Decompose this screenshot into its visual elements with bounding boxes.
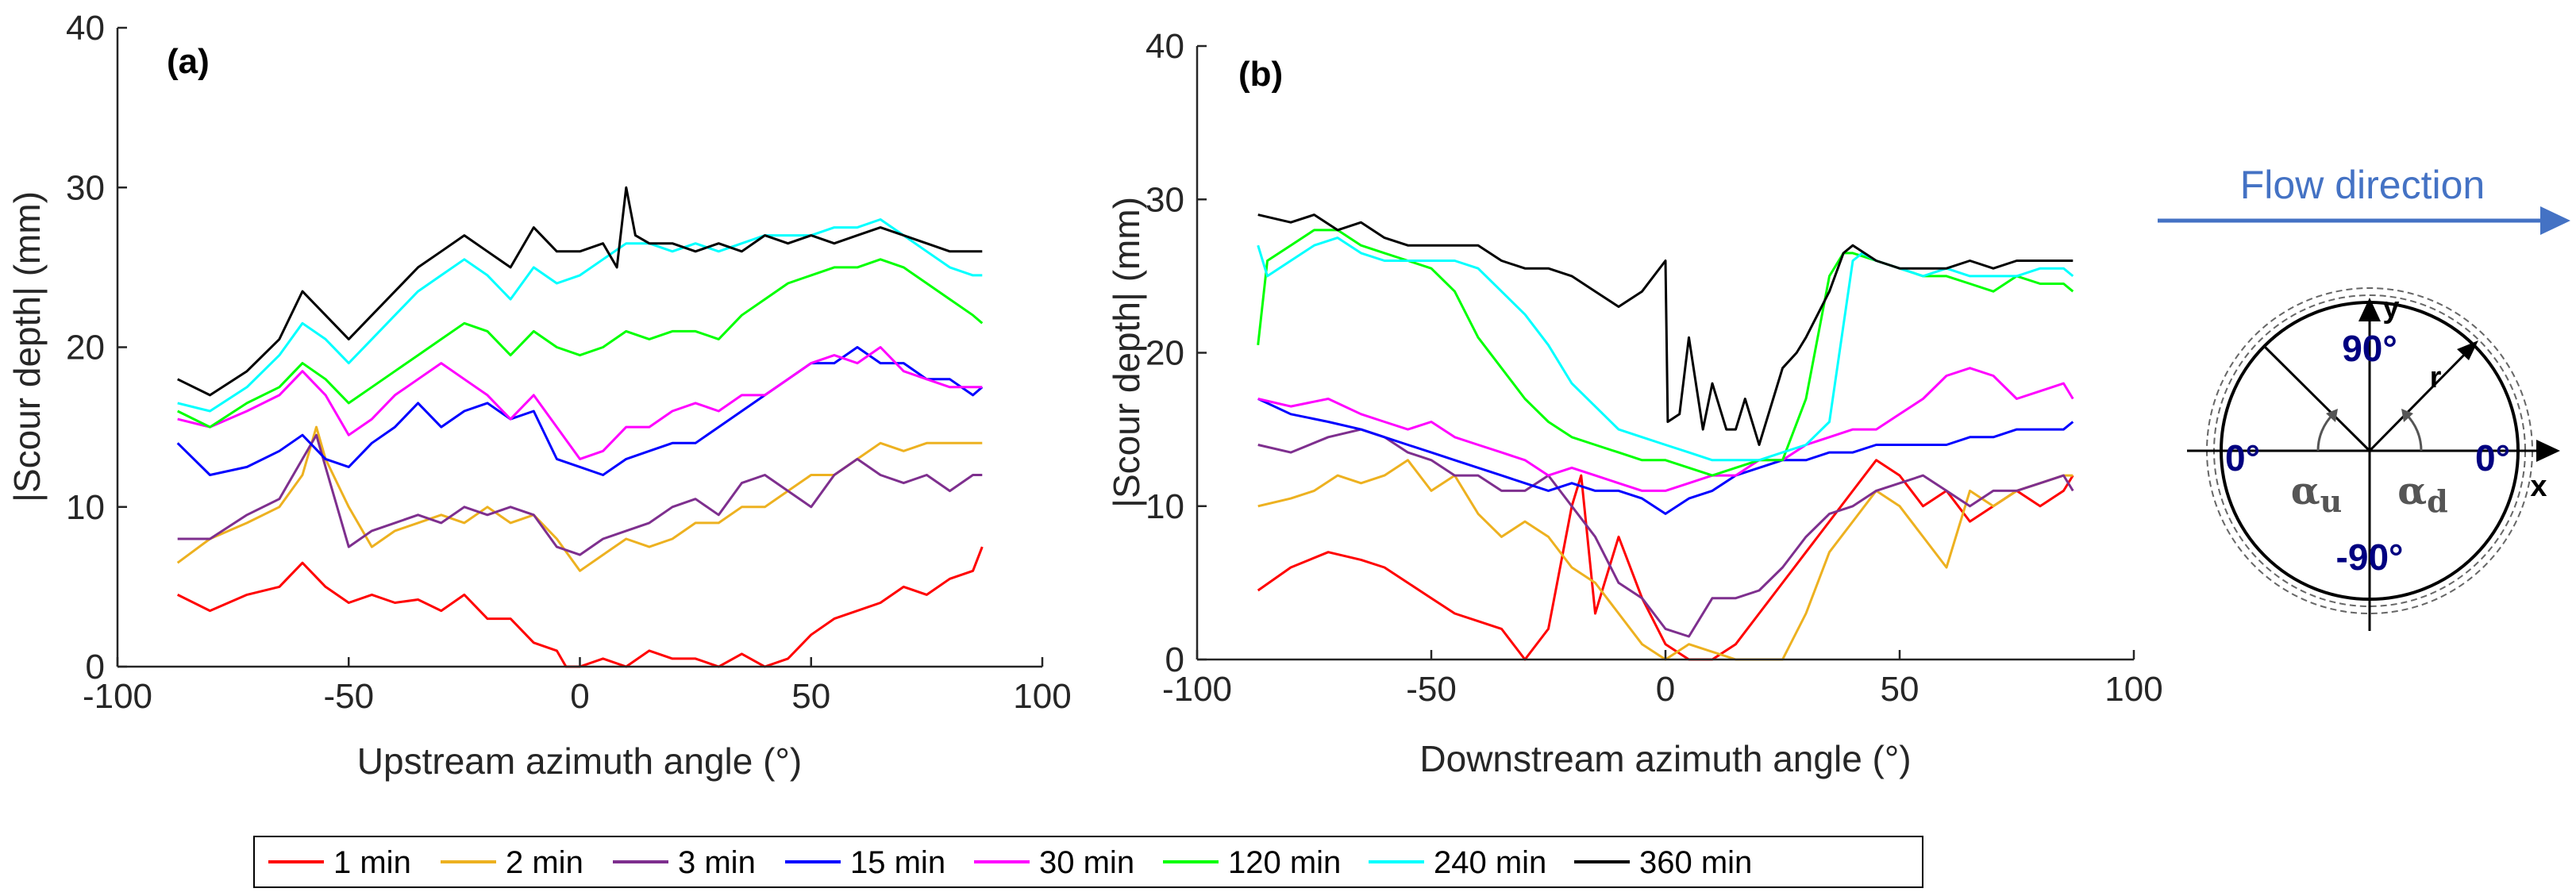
legend-box	[253, 836, 1923, 888]
series-line-b-2	[1257, 428, 2074, 638]
series-group-a	[176, 186, 984, 668]
alpha-u-base: α	[2291, 469, 2320, 513]
series-line-b-4	[1257, 367, 2074, 492]
legend-label-6: 240 min	[1434, 845, 1546, 880]
x-tick-label-a-3: 50	[791, 677, 830, 716]
legend-label-2: 3 min	[678, 845, 756, 880]
series-line-a-7	[177, 186, 983, 397]
y-tick-label-a-4: 40	[66, 9, 105, 48]
series-line-b-7	[1257, 213, 2074, 446]
ticks-group-b: -100 -50 0 50 100 0 10 20 30 40	[1146, 27, 2163, 709]
legend-label-3: 15 min	[850, 845, 945, 880]
angle-left-label: 0°	[2225, 437, 2260, 479]
y-tick-label-b-2: 20	[1146, 334, 1184, 373]
legend-items: 1 min 2 min 3 min 15 min 30 min 120 min 240 mi…	[268, 845, 1752, 880]
series-line-b-1	[1257, 459, 2074, 661]
panel-label-b: (b)	[1238, 55, 1283, 94]
chart-panel-a: -100 -50 0 50 100 0 10 20 30 40 (a) Upstream azim…	[6, 9, 1072, 782]
angle-right-label: 0°	[2475, 437, 2510, 479]
series-line-a-4	[177, 346, 983, 460]
alpha-d-label: αd	[2397, 469, 2448, 519]
angle-bottom-label: -90°	[2336, 536, 2404, 578]
pier-diagram: Flow direction x y r 90° -90° 0° 0° αu α…	[2158, 163, 2570, 631]
series-line-a-1	[176, 425, 983, 572]
legend: 1 min 2 min 3 min 15 min 30 min 120 min 240 mi…	[253, 836, 1923, 888]
x-tick-label-b-0: -100	[1162, 670, 1232, 709]
x-tick-label-a-1: -50	[323, 677, 374, 716]
alpha-u-label: αu	[2291, 469, 2343, 519]
legend-label-0: 1 min	[333, 845, 411, 880]
alpha-d-sub: d	[2427, 483, 2448, 519]
x-axis-label-b: Downstream azimuth angle (°)	[1419, 738, 1911, 779]
radius-line-right	[2368, 344, 2474, 452]
alpha-d-arrow-icon	[2401, 409, 2413, 422]
radius-arrow-icon	[2457, 340, 2478, 360]
radius-label: r	[2430, 361, 2442, 394]
series-group-b	[1257, 213, 2074, 661]
y-tick-label-b-3: 30	[1146, 180, 1184, 219]
series-line-a-0	[177, 546, 984, 668]
chart-panel-b: -100 -50 0 50 100 0 10 20 30 40 (b) Downstream az…	[1106, 27, 2163, 779]
x-tick-label-b-4: 100	[2104, 670, 2162, 709]
series-line-b-6	[1257, 236, 2074, 462]
angle-top-label: 90°	[2342, 328, 2397, 369]
series-line-b-5	[1257, 229, 2074, 477]
diagram-y-label: y	[2382, 291, 2399, 325]
legend-label-7: 360 min	[1639, 845, 1752, 880]
series-line-b-3	[1257, 398, 2074, 515]
alpha-d-base: α	[2397, 469, 2427, 513]
y-axis-arrow-icon	[2358, 298, 2381, 321]
x-tick-label-a-0: -100	[83, 677, 152, 716]
flow-arrow-head-icon	[2540, 206, 2570, 235]
alpha-u-arrow-icon	[2326, 409, 2338, 422]
y-tick-label-b-0: 0	[1165, 640, 1184, 679]
legend-label-4: 30 min	[1039, 845, 1134, 880]
flow-direction-label: Flow direction	[2240, 163, 2485, 207]
diagram-x-label: x	[2530, 470, 2547, 503]
plot-area-b	[1197, 46, 2134, 660]
x-tick-label-a-4: 100	[1013, 677, 1071, 716]
series-line-a-6	[177, 218, 983, 413]
x-tick-label-b-3: 50	[1881, 670, 1919, 709]
y-axis-label-a: |Scour depth| (mm)	[6, 191, 48, 502]
y-axis-label-b: |Scour depth| (mm)	[1106, 197, 1147, 508]
series-line-a-3	[176, 346, 984, 476]
x-axis-arrow-icon	[2536, 440, 2560, 462]
alpha-u-sub: u	[2320, 483, 2343, 519]
x-tick-label-a-2: 0	[570, 677, 589, 716]
ticks-group-a: -100 -50 0 50 100 0 10 20 30 40	[66, 9, 1072, 716]
legend-label-1: 2 min	[506, 845, 583, 880]
x-tick-label-b-1: -50	[1406, 670, 1457, 709]
series-line-a-5	[177, 258, 984, 429]
x-axis-label-a: Upstream azimuth angle (°)	[357, 740, 802, 782]
y-tick-label-a-3: 30	[66, 168, 105, 207]
x-tick-label-b-2: 0	[1656, 670, 1675, 709]
y-tick-label-b-4: 40	[1146, 27, 1184, 66]
legend-label-5: 120 min	[1228, 845, 1341, 880]
y-tick-label-a-2: 20	[66, 329, 105, 367]
y-tick-label-b-1: 10	[1146, 487, 1184, 526]
y-tick-label-a-0: 0	[86, 648, 105, 686]
panel-label-a: (a)	[167, 42, 210, 81]
y-tick-label-a-1: 10	[66, 488, 105, 527]
radius-line-left	[2262, 344, 2371, 452]
series-line-a-2	[177, 433, 983, 556]
